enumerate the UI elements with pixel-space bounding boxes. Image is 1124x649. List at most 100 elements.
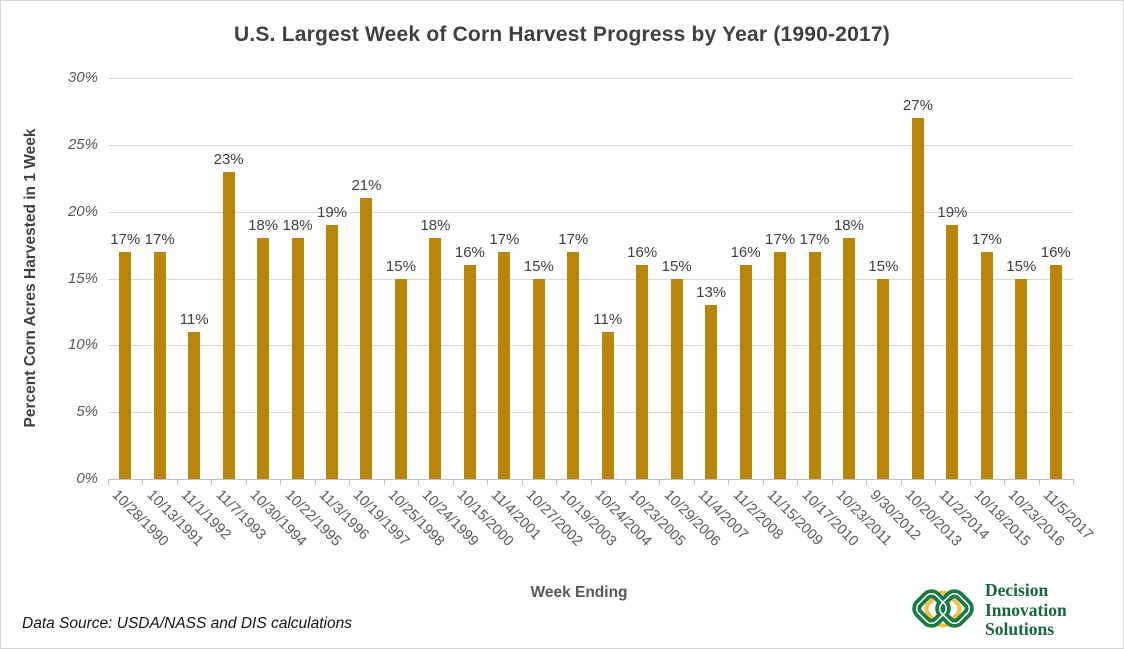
y-axis-tick-label: 30% xyxy=(67,69,98,86)
bar xyxy=(498,251,511,479)
bar xyxy=(670,278,683,479)
bar xyxy=(257,238,270,479)
x-axis-tick-mark xyxy=(590,480,592,485)
bar-data-label: 19% xyxy=(317,204,348,222)
y-axis-tick-label: 25% xyxy=(67,135,98,153)
x-axis-tick-mark xyxy=(935,480,937,485)
bar xyxy=(946,225,959,479)
bar-data-label: 16% xyxy=(454,244,485,262)
bar-data-label: 17% xyxy=(765,230,796,248)
bar-data-label: 15% xyxy=(1006,257,1037,275)
bar xyxy=(601,331,614,479)
gridline xyxy=(108,144,1073,146)
x-axis-tick-mark xyxy=(1004,480,1006,485)
data-source-note: Data Source: USDA/NASS and DIS calculati… xyxy=(22,615,352,632)
bar xyxy=(291,238,304,479)
bar xyxy=(636,265,649,479)
x-axis-tick-mark xyxy=(383,480,385,485)
bar xyxy=(877,278,890,479)
x-axis-tick-mark xyxy=(624,480,626,485)
logo-line-3: Solutions xyxy=(985,619,1055,639)
x-axis-tick-mark xyxy=(349,480,351,485)
x-axis-tick-mark xyxy=(245,480,247,485)
company-name: Decision Innovation Solutions xyxy=(985,580,1067,640)
bar xyxy=(429,238,442,479)
bar-data-label: 15% xyxy=(385,257,416,275)
bar-data-label: 17% xyxy=(799,230,830,248)
x-axis-tick-mark xyxy=(314,480,316,485)
bar xyxy=(360,198,373,479)
x-axis-title: Week Ending xyxy=(530,584,628,601)
bar-data-label: 18% xyxy=(282,217,313,235)
bar-data-label: 18% xyxy=(833,217,864,235)
x-axis-tick-mark xyxy=(728,480,730,485)
bar-data-label: 19% xyxy=(937,204,968,222)
x-axis-tick-mark xyxy=(831,480,833,485)
bar xyxy=(188,331,201,479)
y-axis-tick-label: 10% xyxy=(67,336,98,354)
x-axis-tick-mark xyxy=(556,480,558,485)
bar xyxy=(1049,265,1062,479)
bar xyxy=(842,238,855,479)
x-axis-tick-mark xyxy=(797,480,799,485)
bar xyxy=(222,171,235,479)
bar-data-label: 15% xyxy=(661,257,692,275)
bar xyxy=(567,251,580,479)
chart-title: U.S. Largest Week of Corn Harvest Progre… xyxy=(234,23,890,46)
y-axis-tick-label: 5% xyxy=(76,403,98,421)
x-axis-tick-mark xyxy=(452,480,454,485)
bar-data-label: 11% xyxy=(593,310,623,328)
bar xyxy=(705,305,718,479)
bar-data-label: 15% xyxy=(523,257,554,275)
bar xyxy=(394,278,407,479)
bar xyxy=(739,265,752,479)
bar xyxy=(1015,278,1028,479)
bar-data-label: 17% xyxy=(110,230,141,248)
bar xyxy=(774,251,787,479)
company-logo: Decision Innovation Solutions xyxy=(912,578,1122,644)
x-axis-tick-mark xyxy=(487,480,489,485)
bar-data-label: 13% xyxy=(696,284,727,302)
gridline xyxy=(108,345,1073,347)
x-axis-tick-mark xyxy=(521,480,523,485)
bar-data-label: 15% xyxy=(868,257,899,275)
x-axis-tick-mark xyxy=(1038,480,1040,485)
x-axis-tick-mark xyxy=(1073,480,1074,485)
bar xyxy=(808,251,821,479)
bar xyxy=(532,278,545,479)
bar-data-label: 18% xyxy=(248,217,279,235)
bar-data-label: 16% xyxy=(1040,244,1071,262)
x-axis-tick-label: 11/5/2017 xyxy=(1039,487,1114,543)
bar xyxy=(326,225,339,479)
y-axis-tick-label: 15% xyxy=(67,269,98,287)
gridline xyxy=(108,412,1073,414)
bar xyxy=(153,251,166,479)
bar-data-label: 23% xyxy=(213,150,244,168)
x-axis-tick-mark xyxy=(762,480,764,485)
x-axis-tick-mark xyxy=(866,480,868,485)
y-axis-tick-label: 0% xyxy=(76,470,98,487)
bar-data-label: 16% xyxy=(730,244,761,262)
gridline xyxy=(108,278,1073,280)
bar-data-label: 27% xyxy=(902,97,933,115)
logo-line-1: Decision xyxy=(985,580,1049,600)
bar-data-label: 16% xyxy=(627,244,658,262)
bar xyxy=(119,251,132,479)
bar-data-label: 17% xyxy=(489,230,520,248)
x-axis-tick-mark xyxy=(176,480,178,485)
bar-data-label: 17% xyxy=(558,230,589,248)
x-axis-tick-mark xyxy=(108,480,109,485)
x-axis-tick-mark xyxy=(142,480,144,485)
bar xyxy=(911,118,924,479)
x-axis-tick-mark xyxy=(693,480,695,485)
x-axis-tick-mark xyxy=(211,480,213,485)
bar-data-label: 21% xyxy=(351,177,382,195)
bar-data-label: 17% xyxy=(144,230,175,248)
knot-icon xyxy=(912,589,974,628)
bar xyxy=(463,265,476,479)
logo-line-2: Innovation xyxy=(985,599,1067,620)
bar-data-label: 17% xyxy=(971,230,1002,248)
y-axis-tick-label: 20% xyxy=(67,202,98,220)
x-axis-line xyxy=(108,479,1074,480)
